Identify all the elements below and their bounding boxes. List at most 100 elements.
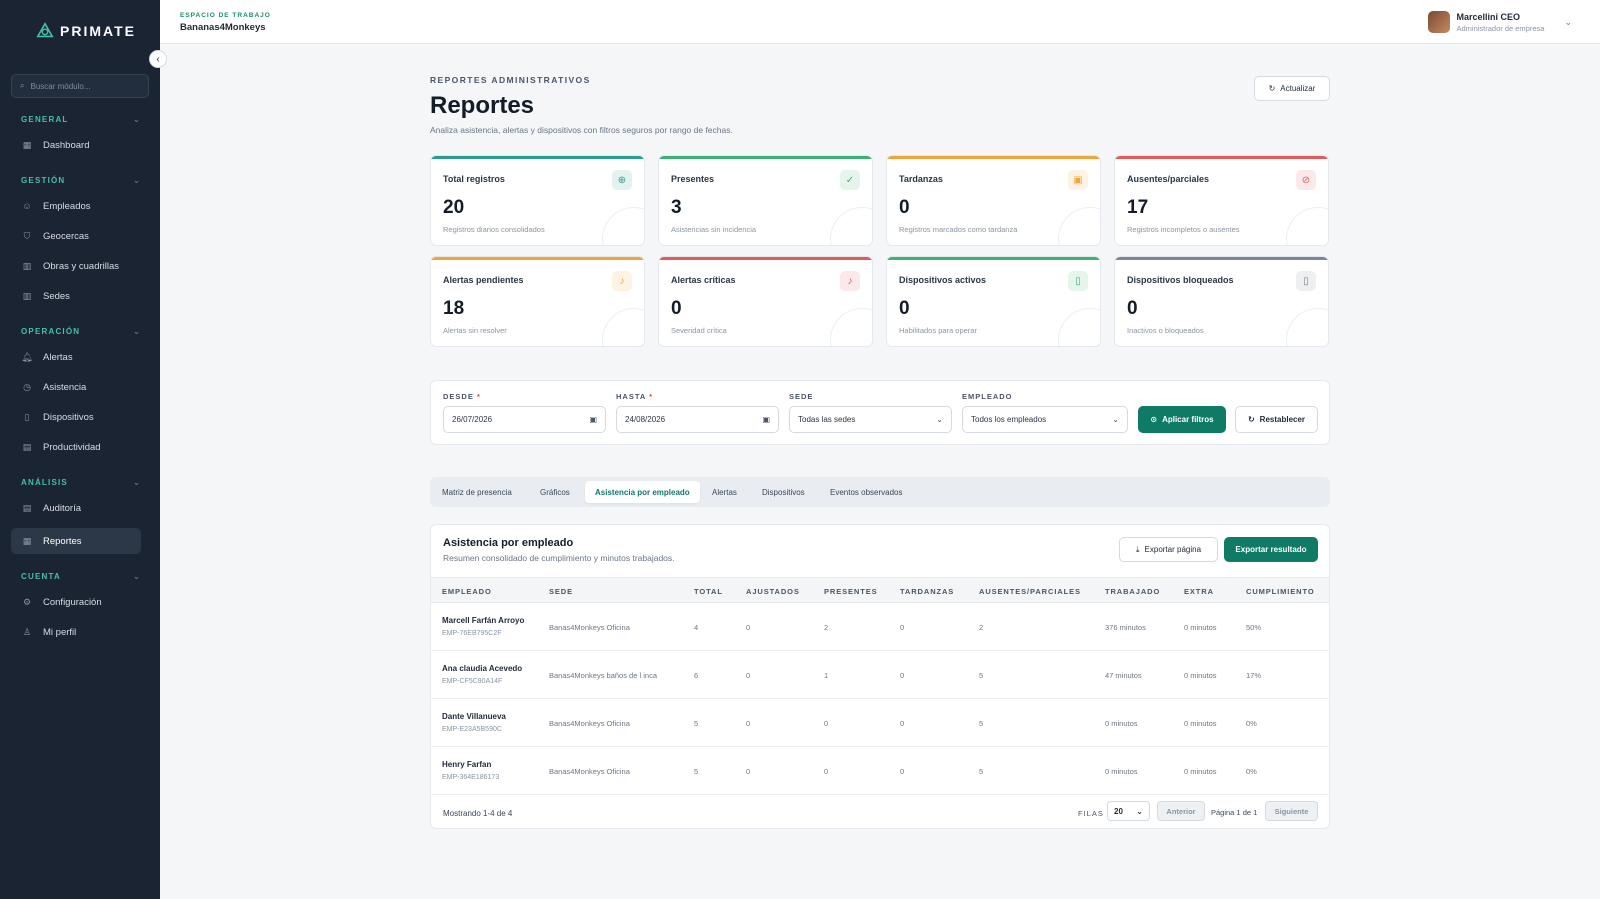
- col-ausentes[interactable]: AUSENTES/PARCIALES: [979, 587, 1081, 596]
- tab-asistencia-empleado[interactable]: Asistencia por empleado: [585, 481, 700, 503]
- tab-graficos[interactable]: Gráficos: [540, 487, 570, 497]
- chevron-down-icon: ⌄: [133, 327, 141, 336]
- table-row[interactable]: Ana claudia Acevedo EMP-CF5C90A14F Banas4M…: [431, 651, 1329, 699]
- card-accent-bar: [659, 156, 872, 159]
- module-search[interactable]: ⌕: [11, 74, 149, 98]
- col-ajustados[interactable]: AJUSTADOS: [746, 587, 800, 596]
- card-value: 18: [443, 298, 465, 319]
- cell-extra: 0 minutos: [1184, 671, 1217, 680]
- card-accent-bar: [887, 156, 1100, 159]
- col-presentes[interactable]: PRESENTES: [824, 587, 878, 596]
- col-trabajado[interactable]: TRABAJADO: [1105, 587, 1161, 596]
- section-cuenta[interactable]: CUENTA ⌄: [21, 572, 141, 581]
- sede-select[interactable]: Todas las sedes ⌄: [789, 406, 952, 433]
- tab-alertas[interactable]: Alertas: [712, 487, 737, 497]
- refresh-button[interactable]: ↻ Actualizar: [1254, 76, 1330, 101]
- sidebar-item-auditoria[interactable]: ▤ Auditoría: [22, 502, 82, 514]
- refresh-icon: ↻: [1268, 84, 1276, 93]
- empleado-label: EMPLEADO: [962, 392, 1013, 401]
- sidebar-item-mi-perfil[interactable]: ♙ Mi perfil: [22, 626, 77, 638]
- section-general[interactable]: GENERAL ⌄: [21, 115, 141, 124]
- logo[interactable]: PRIMATE: [36, 22, 136, 40]
- tab-eventos-observados[interactable]: Eventos observados: [830, 487, 903, 497]
- card-description: Habilitados para operar: [899, 326, 977, 335]
- phone-icon: ▯: [1068, 271, 1088, 291]
- col-sede[interactable]: SEDE: [549, 587, 574, 596]
- rows-per-page-select[interactable]: 20 ⌄: [1107, 801, 1150, 821]
- cell-total: 5: [694, 767, 699, 776]
- card-description: Registros diarios consolidados: [443, 225, 545, 234]
- card-accent-bar: [1115, 257, 1328, 260]
- cell-ausentes: 2: [979, 623, 984, 632]
- cell-ajustados: 0: [746, 623, 751, 632]
- card-description: Registros incompletos o ausentes: [1127, 225, 1240, 234]
- workspace-name: Bananas4Monkeys: [180, 22, 266, 33]
- report-tabs: Matriz de presencia Gráficos Asistencia …: [430, 477, 1330, 507]
- user-name: Marcellini CEO: [1456, 11, 1521, 22]
- card-label: Ausentes/parciales: [1127, 174, 1210, 184]
- user-role: Administrador de empresa: [1456, 23, 1545, 33]
- previous-page-button[interactable]: Anterior: [1157, 801, 1205, 821]
- card-decoration: [602, 308, 644, 346]
- employee-name: Ana claudia Acevedo: [442, 664, 523, 673]
- col-tardanzas[interactable]: TARDANZAS: [900, 587, 955, 596]
- collapse-sidebar-button[interactable]: ‹: [149, 50, 167, 68]
- workspace-label: ESPACIO DE TRABAJO: [180, 12, 271, 19]
- card-label: Presentes: [671, 174, 715, 184]
- sidebar-item-geocercas[interactable]: ⛉ Geocercas: [11, 223, 141, 249]
- sidebar-item-productividad[interactable]: ▤ Productividad: [22, 441, 101, 453]
- cell-ajustados: 0: [746, 719, 751, 728]
- cell-presentes: 0: [824, 767, 829, 776]
- avatar: [1428, 11, 1451, 33]
- hasta-date-input[interactable]: 24/08/2026 ▣: [616, 406, 779, 433]
- section-analisis[interactable]: ANÁLISIS ⌄: [21, 478, 141, 487]
- tab-matriz-presencia[interactable]: Matriz de presencia: [442, 487, 512, 497]
- bell-icon: 🔔︎: [21, 351, 33, 362]
- card-label: Alertas críticas: [671, 275, 736, 285]
- employee-name: Henry Farfan: [442, 760, 492, 769]
- clipboard-icon: ▤: [22, 502, 32, 513]
- card-accent-bar: [431, 257, 644, 260]
- section-operacion[interactable]: OPERACIÓN ⌄: [21, 327, 141, 336]
- sidebar-item-empleados[interactable]: ☺ Empleados: [22, 200, 91, 212]
- table-row[interactable]: Dante Villanueva EMP-E23A5B590C Banas4Monk…: [431, 699, 1329, 747]
- user-menu[interactable]: Marcellini CEO Administrador de empresa …: [1428, 11, 1572, 33]
- sidebar-item-asistencia[interactable]: ◷ Asistencia: [11, 374, 141, 400]
- search-icon: ⌕: [20, 81, 25, 90]
- sidebar-item-dashboard[interactable]: ▦ Dashboard: [22, 139, 90, 151]
- sidebar-item-alertas[interactable]: 🔔︎ Alertas: [21, 351, 73, 363]
- col-empleado[interactable]: EMPLEADO: [442, 587, 492, 596]
- export-page-button[interactable]: ⤓ Exportar página: [1119, 537, 1218, 562]
- cell-cumplimiento: 0%: [1246, 767, 1257, 776]
- export-result-button[interactable]: Exportar resultado: [1224, 537, 1318, 562]
- sidebar-item-configuracion[interactable]: ⚙ Configuración: [22, 596, 102, 608]
- col-cumplimiento[interactable]: CUMPLIMIENTO: [1246, 587, 1315, 596]
- table-row[interactable]: Marcell Farfán Arroyo EMP-76EB795C2F Banas…: [431, 603, 1329, 651]
- cell-ajustados: 0: [746, 671, 751, 680]
- reset-filters-button[interactable]: ↻ Restablecer: [1235, 406, 1318, 433]
- table-row[interactable]: Henry Farfan EMP-364E186173 Banas4Monkeys …: [431, 747, 1329, 795]
- sidebar-item-sedes[interactable]: ▥ Sedes: [22, 290, 70, 302]
- sidebar-item-obras[interactable]: ▥ Obras y cuadrillas: [22, 260, 120, 272]
- apply-filters-button[interactable]: ⊙ Aplicar filtros: [1138, 406, 1226, 433]
- cell-ausentes: 5: [979, 767, 984, 776]
- sidebar-item-reportes[interactable]: ▦ Reportes: [11, 528, 141, 554]
- sidebar-item-dispositivos[interactable]: ▯ Dispositivos: [11, 404, 141, 430]
- next-page-button[interactable]: Siguiente: [1265, 801, 1318, 821]
- desde-date-input[interactable]: 26/07/2026 ▣: [443, 406, 606, 433]
- module-search-input[interactable]: [30, 81, 141, 91]
- attendance-panel: Asistencia por empleado Resumen consolid…: [430, 524, 1330, 829]
- col-extra[interactable]: EXTRA: [1184, 587, 1214, 596]
- tab-dispositivos[interactable]: Dispositivos: [762, 487, 805, 497]
- chevron-down-icon: ⌄: [133, 115, 141, 124]
- card-decoration: [1058, 207, 1100, 245]
- card-value: 0: [1127, 298, 1138, 319]
- check-circle-icon: ⊙: [1150, 415, 1158, 424]
- cell-extra: 0 minutos: [1184, 719, 1217, 728]
- col-total[interactable]: TOTAL: [694, 587, 723, 596]
- report-icon: ▦: [22, 535, 32, 546]
- card-description: Asistencias sin incidencia: [671, 225, 757, 234]
- cell-trabajado: 0 minutos: [1105, 719, 1138, 728]
- empleado-select[interactable]: Todos los empleados ⌄: [962, 406, 1128, 433]
- section-gestion[interactable]: GESTIÓN ⌄: [21, 176, 141, 185]
